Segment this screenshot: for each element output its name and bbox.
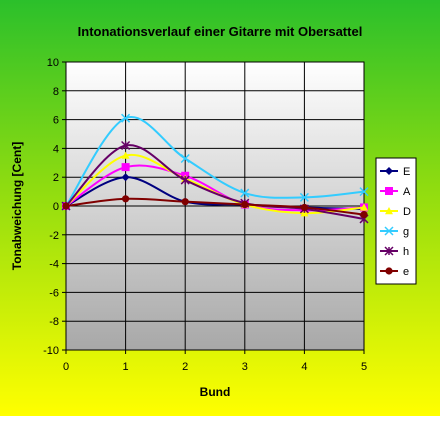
legend-item-h: h	[380, 246, 409, 258]
data-point-e	[62, 202, 70, 210]
data-point-D	[360, 203, 368, 211]
y-tick-label: -6	[49, 287, 59, 299]
data-point-e	[360, 211, 368, 219]
y-tick-label: 10	[47, 57, 59, 69]
x-tick-label: 1	[123, 361, 129, 373]
x-tick-label: 4	[301, 361, 307, 373]
y-tick-label: -4	[49, 259, 59, 271]
series-g	[61, 113, 369, 211]
legend-marker	[384, 226, 394, 236]
legend-marker	[385, 267, 393, 275]
series-layer	[61, 113, 369, 224]
legend-label: E	[403, 166, 410, 178]
data-point-e	[241, 200, 249, 209]
y-tick-label: -2	[49, 230, 59, 242]
legend-label: A	[403, 186, 411, 198]
data-point-A	[121, 163, 130, 172]
legend-label: g	[403, 226, 409, 238]
data-point-E	[121, 173, 130, 182]
data-point-e	[181, 198, 189, 206]
y-axis-label: Tonabweichung [Cent]	[10, 142, 24, 270]
data-point-g	[299, 192, 309, 202]
data-point-g	[359, 187, 369, 197]
x-tick-label: 2	[182, 361, 188, 373]
tick-labels: -10 -8 -6 -4 -2 0 2 4 6 8 10 0 1 2 3 4 5	[43, 57, 367, 373]
legend-label: D	[403, 206, 411, 218]
legend-item-e: e	[380, 266, 409, 278]
legend-marker	[385, 207, 393, 215]
y-tick-label: 6	[53, 115, 59, 127]
series-e	[62, 195, 368, 219]
data-point-h	[121, 140, 131, 151]
data-point-D	[121, 151, 130, 159]
data-point-g	[121, 113, 131, 123]
legend-label: h	[403, 246, 409, 258]
x-tick-label: 5	[361, 361, 367, 373]
x-tick-label: 3	[242, 361, 248, 373]
data-point-g	[180, 153, 190, 164]
legend-marker	[385, 187, 393, 195]
legend-item-E: E	[380, 166, 410, 178]
series-line-e	[65, 197, 365, 216]
y-tick-label: 4	[53, 143, 59, 155]
x-tick-label: 0	[63, 361, 69, 373]
data-point-e	[300, 203, 308, 212]
y-tick-label: 0	[53, 201, 59, 213]
chart-title: Intonationsverlauf einer Gitarre mit Obe…	[78, 24, 363, 39]
y-tick-label: -10	[43, 345, 59, 357]
legend-marker	[384, 246, 394, 256]
data-point-e	[122, 195, 130, 203]
data-point-h	[180, 175, 190, 185]
legend-item-g: g	[380, 226, 409, 238]
y-tick-label: -8	[49, 316, 59, 328]
legend-box	[375, 157, 417, 285]
legend-item-A: A	[380, 186, 411, 198]
x-axis-label: Bund	[200, 385, 231, 399]
legend-marker	[385, 167, 393, 175]
y-tick-label: 2	[53, 172, 59, 184]
data-point-g	[240, 188, 250, 198]
gridlines	[66, 62, 364, 350]
legend-item-D: D	[380, 206, 411, 218]
y-tick-label: 8	[53, 86, 59, 98]
legend-label: e	[403, 266, 409, 278]
